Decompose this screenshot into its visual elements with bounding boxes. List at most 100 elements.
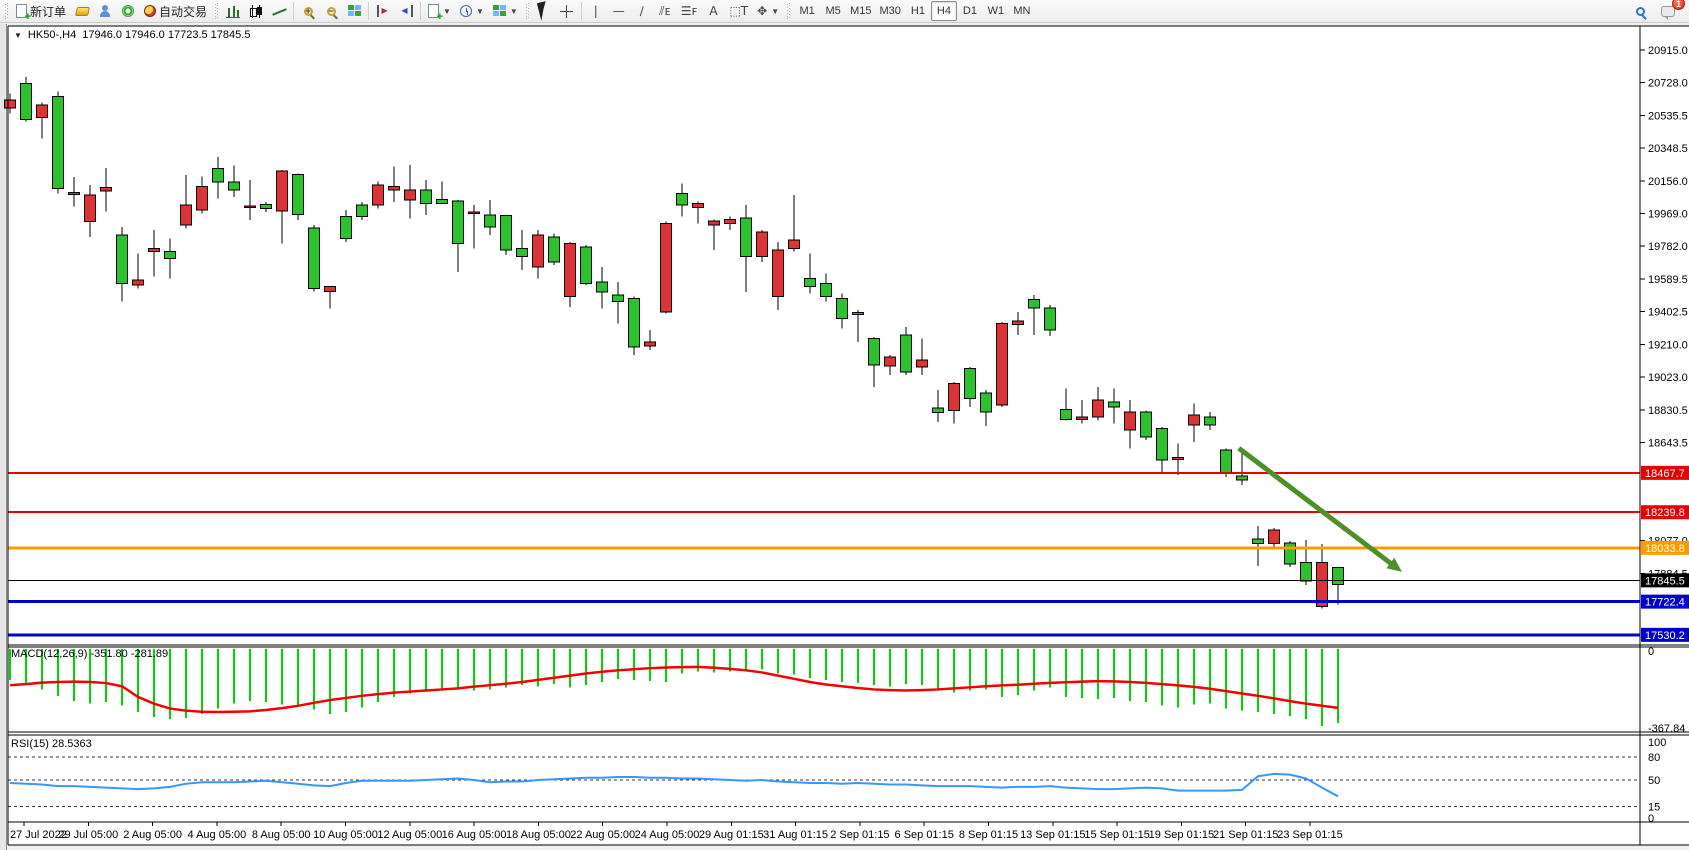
text-label-icon: ⬚T [729, 4, 749, 18]
timeframe-mn[interactable]: MN [1013, 5, 1031, 17]
expert-advisors-button[interactable] [94, 1, 116, 21]
toolbar-grip[interactable] [4, 3, 9, 19]
tile-windows-button[interactable] [343, 1, 365, 21]
svg-text:19402.5: 19402.5 [1648, 306, 1688, 318]
cursor-button[interactable] [533, 1, 555, 21]
timeframe-m5[interactable]: M5 [825, 5, 841, 17]
zoom-out-icon: − [326, 5, 336, 16]
svg-text:17722.4: 17722.4 [1645, 597, 1685, 609]
svg-text:8 Aug 05:00: 8 Aug 05:00 [252, 829, 311, 841]
svg-text:18467.7: 18467.7 [1645, 468, 1685, 480]
timeframe-m15[interactable]: M15 [850, 5, 872, 17]
notifications-button[interactable]: 1 [1657, 0, 1685, 21]
tile-windows-icon [347, 5, 361, 17]
toolbar-grip[interactable] [214, 3, 220, 19]
timeframe-h4[interactable]: H4 [930, 1, 957, 21]
svg-text:22 Aug 05:00: 22 Aug 05:00 [570, 829, 635, 841]
fibonacci-button[interactable]: ☰ꜰ [677, 1, 702, 21]
svg-text:2 Aug 05:00: 2 Aug 05:00 [123, 829, 182, 841]
chart-title: ▼ HK50-,H4 17946.0 17946.0 17723.5 17845… [14, 29, 250, 41]
timeframe-m1[interactable]: M1 [799, 5, 815, 17]
svg-text:13 Sep 01:15: 13 Sep 01:15 [1020, 829, 1085, 841]
toolbar: 新订单 自动交易 + − ▼ ▼ ▼ | — ∕ ⫽ᴇ ☰ꜰ A ⬚T [0, 0, 1689, 23]
chevron-down-icon: ▼ [443, 6, 451, 16]
line-chart-button[interactable] [268, 1, 290, 21]
horizontal-line-button[interactable]: — [608, 1, 630, 21]
main-price-pane[interactable] [4, 76, 1641, 637]
macd-signal-line [9, 665, 1339, 714]
svg-text:18830.5: 18830.5 [1648, 405, 1688, 417]
svg-text:31 Aug 01:15: 31 Aug 01:15 [763, 829, 828, 841]
templates-button[interactable]: ▼ [489, 1, 522, 21]
new-order-label: 新订单 [30, 4, 67, 19]
text-button[interactable]: A [702, 1, 724, 21]
crosshair-button[interactable] [556, 1, 578, 21]
zoom-out-button[interactable]: − [320, 1, 342, 21]
new-order-button[interactable]: 新订单 [12, 1, 70, 23]
chart-shift-button[interactable] [372, 1, 394, 21]
rsi-pane[interactable] [8, 736, 1640, 822]
periods-button[interactable]: ▼ [456, 1, 488, 21]
svg-text:19969.0: 19969.0 [1648, 208, 1688, 220]
svg-text:23 Sep 01:15: 23 Sep 01:15 [1277, 829, 1342, 841]
window-splitter[interactable] [0, 24, 7, 850]
trend-arrow[interactable] [1237, 446, 1402, 572]
svg-text:20156.0: 20156.0 [1648, 176, 1688, 188]
macd-pane[interactable] [8, 648, 1640, 732]
line-chart-icon [272, 5, 286, 18]
chevron-down-icon: ▼ [475, 6, 484, 16]
autotrading-icon [144, 5, 157, 17]
crosshair-icon [560, 4, 574, 18]
market-depth-button[interactable] [71, 1, 93, 21]
chevron-down-icon[interactable]: ▼ [14, 30, 22, 40]
indicators-button[interactable]: ▼ [424, 1, 455, 23]
search-button[interactable] [1629, 1, 1651, 21]
vertical-line-button[interactable]: | [585, 1, 607, 21]
svg-text:12 Aug 05:00: 12 Aug 05:00 [377, 829, 442, 841]
equidistant-channel-button[interactable]: ⫽ᴇ [654, 1, 676, 21]
svg-text:17845.5: 17845.5 [1645, 575, 1685, 587]
auto-scroll-button[interactable] [395, 1, 417, 21]
text-label-button[interactable]: ⬚T [725, 1, 752, 21]
chart-shift-icon [376, 5, 390, 17]
timeframe-w1[interactable]: W1 [987, 5, 1005, 17]
fibonacci-icon: ☰ꜰ [680, 4, 698, 18]
chart-svg[interactable]: 20915.0 20728.0 20535.5 20348.5 20156.0 19969… [0, 24, 1689, 850]
svg-text:18239.8: 18239.8 [1645, 507, 1685, 519]
timeframe-m30[interactable]: M30 [879, 5, 901, 17]
svg-text:21 Sep 01:15: 21 Sep 01:15 [1213, 829, 1278, 841]
trendline-icon: ∕ [639, 4, 644, 18]
candlestick-chart-button[interactable] [245, 1, 267, 21]
zoom-in-icon: + [303, 5, 313, 16]
candlestick-icon [249, 4, 264, 18]
chart-symbol-period: HK50-,H4 [27, 29, 77, 41]
svg-text:2 Sep 01:15: 2 Sep 01:15 [830, 829, 889, 841]
svg-text:20728.0: 20728.0 [1648, 77, 1688, 89]
autotrading-button[interactable]: 自动交易 [140, 1, 211, 21]
text-icon: A [709, 4, 718, 18]
zoom-in-button[interactable]: + [297, 1, 319, 21]
gold-icon [74, 6, 90, 16]
chat-bubble-icon [1661, 5, 1675, 20]
arrows-button[interactable]: ✥ ▼ [753, 1, 783, 21]
toolbar-grip[interactable] [786, 3, 792, 19]
timeframe-h1[interactable]: H1 [910, 5, 925, 17]
svg-text:18033.8: 18033.8 [1645, 543, 1685, 555]
candles[interactable] [4, 76, 1344, 609]
chevron-down-icon: ▼ [771, 6, 780, 16]
svg-text:0: 0 [1648, 813, 1654, 825]
svg-text:19210.0: 19210.0 [1648, 340, 1688, 352]
price-axis[interactable]: 20915.0 20728.0 20535.5 20348.5 20156.0 19969… [1640, 45, 1689, 825]
svg-text:24 Aug 05:00: 24 Aug 05:00 [635, 829, 700, 841]
toolbar-grip[interactable] [524, 3, 530, 19]
timeframe-d1[interactable]: D1 [962, 5, 977, 17]
autotrading-label: 自动交易 [159, 4, 208, 19]
svg-text:10 Aug 05:00: 10 Aug 05:00 [313, 829, 378, 841]
svg-text:15 Sep 01:15: 15 Sep 01:15 [1084, 829, 1149, 841]
trendline-button[interactable]: ∕ [631, 1, 653, 21]
signals-button[interactable] [117, 1, 139, 21]
bar-chart-button[interactable] [222, 1, 244, 21]
new-order-icon [16, 4, 31, 23]
